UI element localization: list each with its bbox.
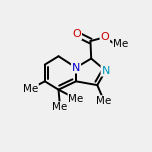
Text: Me: Me <box>97 96 112 106</box>
Text: Me: Me <box>52 102 68 112</box>
Text: O: O <box>72 29 81 39</box>
Text: O: O <box>100 32 109 42</box>
Text: N: N <box>101 66 110 76</box>
Text: Me: Me <box>113 39 128 49</box>
Text: Me: Me <box>23 84 38 94</box>
Text: N: N <box>72 63 80 73</box>
Text: Me: Me <box>68 94 84 104</box>
